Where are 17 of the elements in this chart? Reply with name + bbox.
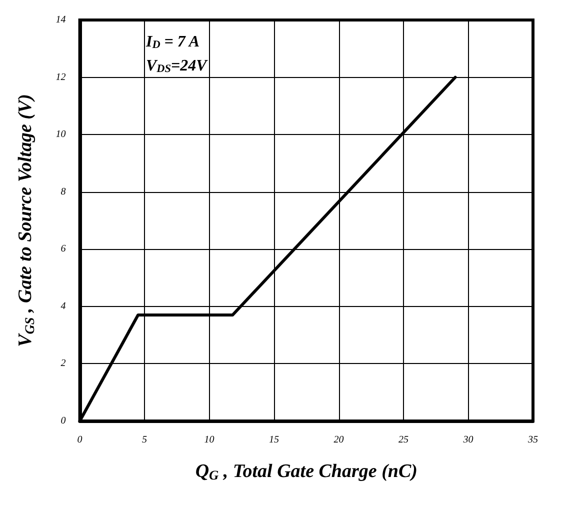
y-tick-label: 2: [60, 358, 66, 370]
x-tick-label: 30: [462, 434, 474, 446]
y-tick-label: 0: [60, 416, 66, 426]
x-tick-label: 10: [204, 434, 214, 446]
y-tick-label: 12: [56, 72, 66, 83]
y-axis-title: VGS , Gate to Source Voltage (V): [15, 94, 37, 347]
x-tick-label: 0: [77, 434, 82, 446]
y-tick-label: 10: [56, 129, 66, 140]
y-tick-label: 4: [60, 300, 66, 312]
x-tick-label: 35: [527, 434, 538, 446]
x-tick-label: 20: [334, 434, 344, 446]
x-tick-label: 5: [142, 434, 148, 446]
y-tick-label: 8: [60, 186, 66, 198]
y-tick-label: 6: [60, 244, 66, 255]
y-tick-label: 14: [56, 14, 66, 26]
x-tick-label: 15: [269, 434, 280, 446]
x-tick-label: 25: [398, 434, 409, 446]
